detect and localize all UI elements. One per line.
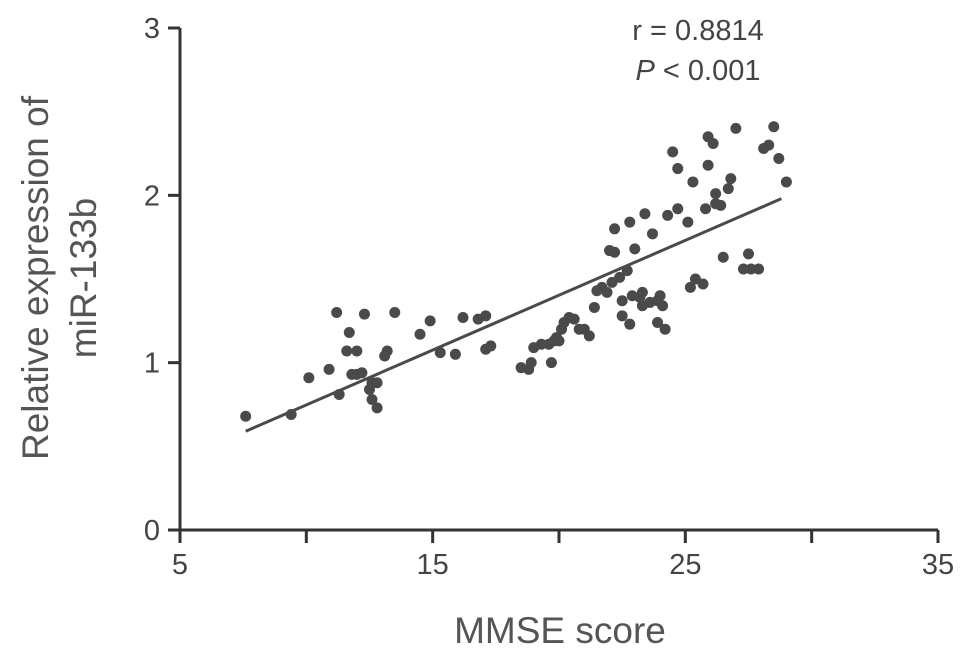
data-point: [568, 313, 580, 325]
data-point: [480, 310, 492, 322]
data-point: [652, 317, 664, 329]
data-point: [485, 340, 497, 352]
data-point: [697, 278, 709, 290]
data-point: [763, 139, 775, 151]
data-point: [639, 208, 651, 220]
data-point: [684, 281, 696, 293]
data-point: [629, 243, 641, 255]
data-point: [614, 271, 626, 283]
data-point: [525, 357, 537, 369]
x-tick-label: 5: [172, 549, 188, 581]
y-axis-title: Relative expression of miR-133b: [15, 95, 104, 460]
data-point: [743, 248, 754, 260]
x-tick-label: 25: [669, 549, 701, 581]
data-point: [366, 393, 378, 405]
data-point: [707, 137, 719, 149]
x-tick-label: 35: [922, 549, 954, 581]
data-point: [745, 263, 757, 275]
data-point: [687, 176, 699, 188]
data-point: [424, 315, 436, 327]
p-value-label: P < 0.001: [636, 55, 761, 87]
data-point: [682, 216, 694, 228]
data-point: [414, 328, 426, 340]
data-point: [725, 173, 737, 185]
p-value-text: < 0.001: [655, 55, 761, 87]
data-point: [730, 122, 742, 134]
data-point: [659, 323, 671, 335]
data-point: [240, 410, 252, 422]
data-point: [780, 176, 792, 188]
data-point: [285, 409, 297, 421]
data-point: [773, 153, 785, 165]
data-point: [323, 363, 335, 375]
data-point: [588, 301, 600, 313]
data-point: [616, 295, 628, 307]
y-axis-title-line-2: miR-133b: [63, 198, 104, 358]
y-tick-label: 0: [144, 515, 160, 547]
data-point: [449, 348, 461, 360]
data-point: [662, 209, 674, 221]
data-point: [371, 377, 383, 389]
data-point: [351, 345, 363, 357]
data-point: [553, 335, 565, 347]
data-point: [356, 367, 368, 379]
data-point: [636, 286, 648, 298]
data-point: [717, 251, 729, 263]
data-point: [457, 311, 469, 323]
data-points: [240, 121, 792, 422]
data-point: [667, 146, 679, 158]
data-point: [624, 216, 636, 228]
data-point: [702, 159, 714, 171]
data-point: [715, 199, 727, 211]
data-point: [358, 308, 370, 320]
p-value-symbol: P: [636, 55, 656, 87]
x-tick-label: 15: [417, 549, 449, 581]
data-point: [624, 318, 636, 330]
correlation-r-label: r = 0.8814: [632, 15, 763, 47]
data-point: [583, 330, 595, 342]
data-point: [535, 338, 547, 350]
data-point: [343, 327, 355, 339]
data-point: [545, 357, 557, 369]
data-point: [753, 263, 765, 275]
y-tick-label: 1: [144, 348, 160, 380]
data-point: [371, 402, 383, 414]
y-tick-label: 3: [144, 13, 160, 45]
data-point: [710, 188, 722, 200]
data-point: [654, 290, 666, 302]
data-point: [657, 300, 669, 312]
x-axis-title: MMSE score: [454, 610, 666, 651]
data-point: [737, 263, 749, 275]
y-axis-title-line-1: Relative expression of: [15, 95, 56, 460]
data-point: [621, 265, 633, 277]
data-point: [333, 388, 345, 400]
data-point: [303, 372, 315, 384]
regression-line: [245, 197, 782, 433]
data-point: [700, 203, 712, 215]
data-point: [331, 306, 343, 318]
data-point: [722, 183, 734, 195]
data-point: [672, 203, 684, 215]
data-point: [601, 286, 613, 298]
data-point: [672, 163, 684, 175]
data-point: [434, 347, 446, 359]
data-point: [646, 228, 658, 240]
data-point: [381, 345, 393, 357]
y-tick-label: 2: [144, 180, 160, 212]
data-point: [768, 121, 780, 133]
data-point: [389, 306, 401, 318]
data-point: [616, 310, 628, 322]
data-point: [609, 223, 621, 235]
data-point: [341, 345, 353, 357]
data-point: [609, 246, 621, 258]
